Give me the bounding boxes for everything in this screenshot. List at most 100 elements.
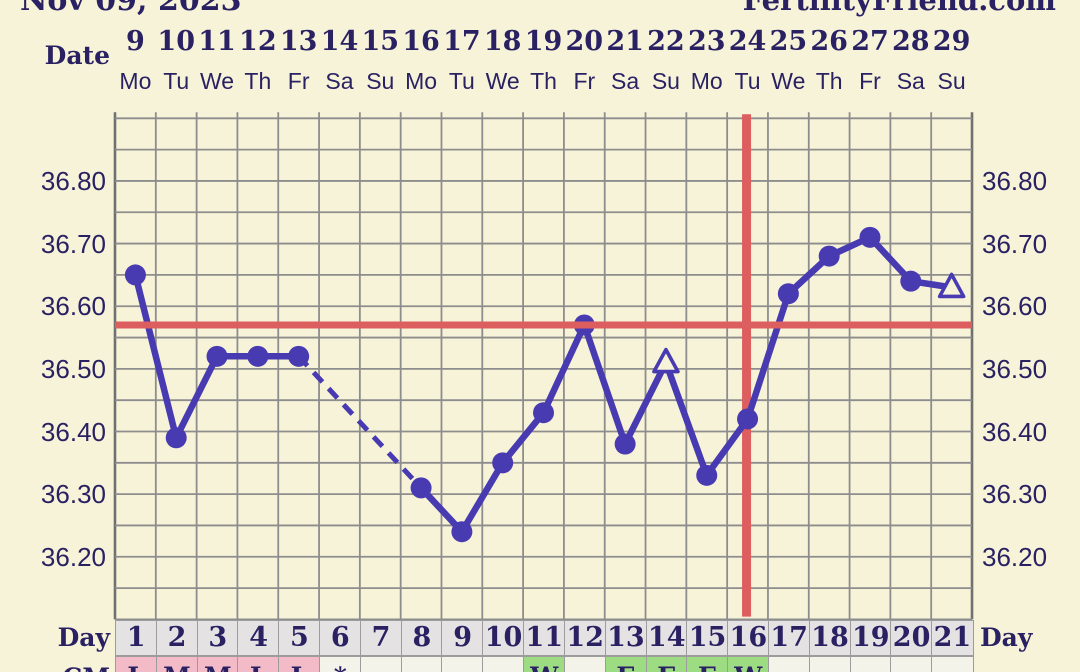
date-cell: 11: [198, 26, 236, 57]
date-cell: 13: [279, 26, 318, 57]
cm-cell[interactable]: [400, 655, 444, 672]
day-cell[interactable]: 10: [482, 619, 525, 656]
y-tick-right: 36.20: [982, 541, 1048, 572]
weekday-cell: Tu: [163, 68, 190, 94]
day-cell[interactable]: 3: [196, 619, 240, 656]
estimated-temp-triangle: [937, 272, 966, 299]
cm-cell[interactable]: E: [686, 655, 729, 672]
day-cell[interactable]: 11: [523, 619, 566, 656]
day-cell[interactable]: 19: [849, 619, 892, 656]
temp-point: [777, 283, 799, 305]
weekday-cell: Th: [815, 68, 843, 94]
weekday-cell: Tu: [734, 68, 761, 94]
temp-point: [818, 245, 840, 267]
temp-point: [900, 270, 922, 292]
temp-point: [206, 345, 228, 367]
y-tick-right: 36.40: [982, 416, 1048, 447]
day-cell[interactable]: 16: [727, 619, 770, 656]
date-cell: 26: [810, 26, 848, 57]
day-cell[interactable]: 20: [890, 619, 933, 656]
day-cell[interactable]: 6: [319, 619, 362, 656]
temp-point: [533, 402, 555, 424]
day-cell[interactable]: 13: [604, 619, 648, 656]
cm-cell[interactable]: [849, 655, 892, 672]
y-tick-left: 36.20: [40, 541, 106, 572]
cm-cell[interactable]: W: [523, 655, 566, 672]
weekday-cell: Sa: [325, 68, 354, 94]
cm-cell[interactable]: [767, 655, 811, 672]
day-cell[interactable]: 4: [237, 619, 280, 656]
temp-point: [737, 408, 759, 430]
weekday-cell: Su: [366, 68, 395, 94]
temp-point: [492, 452, 514, 474]
y-tick-left: 36.50: [40, 353, 106, 384]
cm-cell[interactable]: [931, 655, 974, 672]
weekday-cell: Mo: [119, 68, 152, 94]
day-row-label-right: Day: [980, 623, 1033, 652]
temp-point: [614, 433, 636, 455]
temp-point: [451, 521, 473, 543]
y-tick-right: 36.30: [982, 479, 1048, 510]
cm-cell[interactable]: [890, 655, 933, 672]
cm-cell[interactable]: W: [727, 655, 770, 672]
date-cell: 24: [728, 26, 767, 57]
date-cell: 25: [769, 26, 808, 57]
temp-point: [124, 264, 146, 286]
cm-cell[interactable]: L: [115, 655, 158, 672]
cm-cell[interactable]: L: [237, 655, 280, 672]
cm-cell[interactable]: [563, 655, 607, 672]
weekday-cell: Fr: [287, 68, 310, 94]
day-cell[interactable]: 8: [400, 619, 444, 656]
weekday-cell: We: [771, 68, 806, 94]
weekday-cell: Su: [937, 68, 966, 94]
temp-point: [165, 427, 187, 449]
cm-cell[interactable]: [808, 655, 852, 672]
y-tick-left: 36.70: [40, 228, 106, 259]
date-cell: 16: [402, 26, 440, 57]
day-cell[interactable]: 1: [115, 619, 158, 656]
cm-row-label-left: CM: [0, 663, 110, 672]
cm-cell[interactable]: M: [196, 655, 240, 672]
date-cell: 12: [239, 26, 277, 57]
day-cell[interactable]: 5: [278, 619, 321, 656]
date-cell: 28: [891, 26, 930, 57]
day-cell[interactable]: 14: [645, 619, 688, 656]
weekday-cell: Tu: [448, 68, 475, 94]
temp-line-dashed-missing: [296, 354, 423, 490]
cm-cell[interactable]: *: [319, 655, 362, 672]
day-cell[interactable]: 15: [686, 619, 729, 656]
cm-cell[interactable]: E: [604, 655, 648, 672]
y-tick-right: 36.60: [982, 291, 1048, 322]
report-date: Nov 09, 2023: [20, 0, 242, 18]
cm-cell[interactable]: L: [278, 655, 321, 672]
date-cell: 22: [647, 26, 685, 57]
day-cell[interactable]: 21: [931, 619, 974, 656]
day-cell[interactable]: 12: [563, 619, 607, 656]
date-cell: 15: [361, 26, 400, 57]
estimated-temp-triangle: [652, 347, 680, 374]
site-logo[interactable]: FertilityFriend.com: [742, 0, 1056, 17]
y-tick-left: 36.30: [40, 479, 106, 510]
date-cell: 27: [851, 26, 889, 57]
day-cell[interactable]: 2: [155, 619, 199, 656]
temp-point: [859, 226, 881, 248]
cm-cell[interactable]: E: [645, 655, 688, 672]
date-cell: 9: [126, 26, 145, 57]
weekday-cell: Su: [651, 68, 680, 94]
cm-cell[interactable]: [441, 655, 484, 672]
cm-cell[interactable]: [359, 655, 403, 672]
y-tick-right: 36.70: [982, 228, 1048, 259]
day-cell[interactable]: 17: [767, 619, 811, 656]
day-cell[interactable]: 7: [359, 619, 403, 656]
weekday-cell: Sa: [611, 68, 640, 94]
date-cell: 29: [932, 26, 971, 57]
cm-cell[interactable]: [482, 655, 525, 672]
cm-cell[interactable]: M: [155, 655, 199, 672]
day-cell[interactable]: 9: [441, 619, 484, 656]
weekday-cell: Fr: [859, 68, 881, 94]
date-cell: 20: [565, 26, 604, 57]
temp-point: [288, 345, 310, 367]
day-cell[interactable]: 18: [808, 619, 852, 656]
date-cell: 21: [606, 26, 644, 57]
